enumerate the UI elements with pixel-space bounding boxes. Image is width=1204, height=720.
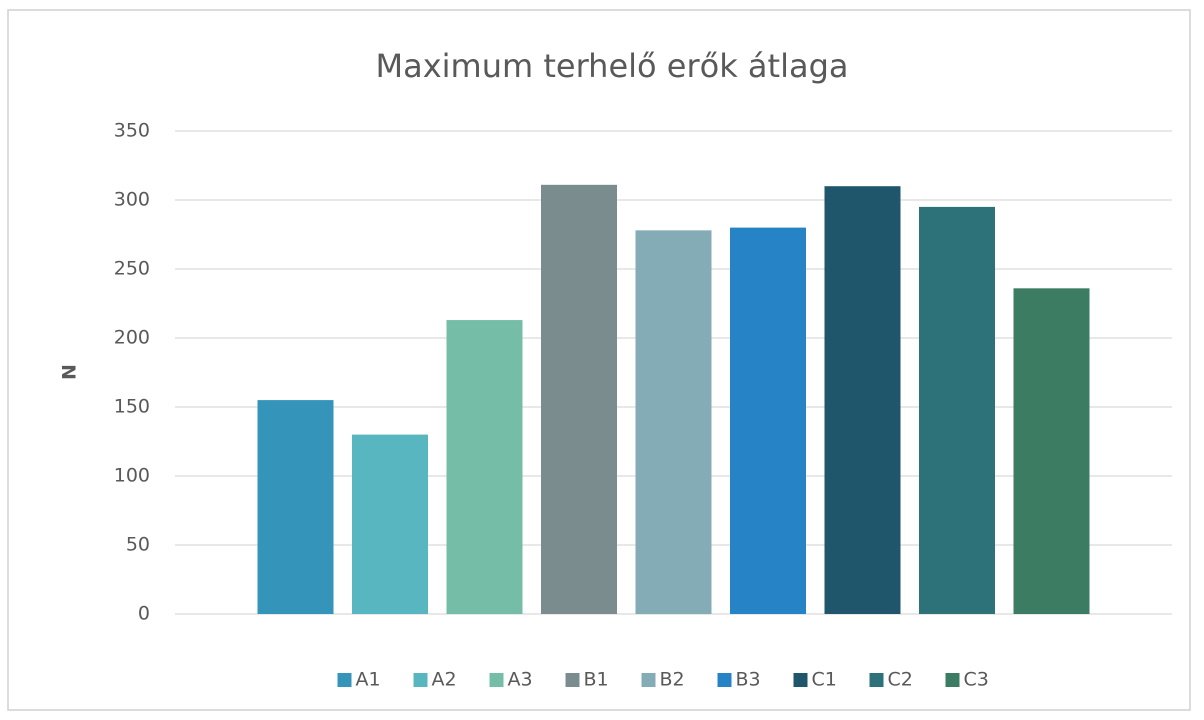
chart-title: Maximum terhelő erők átlaga	[376, 47, 849, 85]
legend-swatch	[717, 673, 732, 687]
y-tick-label: 50	[126, 534, 150, 556]
y-tick-label: 250	[114, 258, 150, 280]
legend-label: B3	[736, 669, 761, 691]
legend-label: A2	[432, 669, 457, 691]
bar	[257, 400, 334, 614]
y-tick-label: 0	[138, 603, 150, 625]
y-tick-label: 150	[114, 396, 150, 418]
legend-label: C1	[812, 669, 837, 691]
y-tick-label: 300	[114, 189, 150, 211]
bar	[1013, 288, 1090, 614]
legend-swatch	[489, 673, 504, 687]
y-tick-label: 350	[114, 120, 150, 142]
legend-swatch	[413, 673, 428, 687]
legend-swatch	[641, 673, 656, 687]
bar	[446, 320, 523, 614]
y-tick-label: 100	[114, 465, 150, 487]
bar	[541, 184, 617, 614]
legend-swatch	[945, 673, 960, 687]
legend-label: B2	[660, 669, 685, 691]
legend-swatch	[793, 673, 808, 687]
legend-label: A1	[356, 669, 381, 691]
legend-label: B1	[584, 669, 609, 691]
legend-label: C3	[964, 669, 989, 691]
bar	[824, 186, 901, 614]
bar	[730, 227, 806, 614]
legend-label: C2	[888, 669, 913, 691]
legend-swatch	[869, 673, 884, 687]
bar	[919, 206, 995, 614]
y-axis-label: N	[59, 364, 81, 380]
legend-label: A3	[508, 669, 533, 691]
legend-swatch	[565, 673, 580, 687]
legend-swatch	[337, 673, 352, 687]
y-tick-label: 200	[114, 327, 150, 349]
bar	[635, 230, 712, 615]
bar	[352, 434, 428, 614]
